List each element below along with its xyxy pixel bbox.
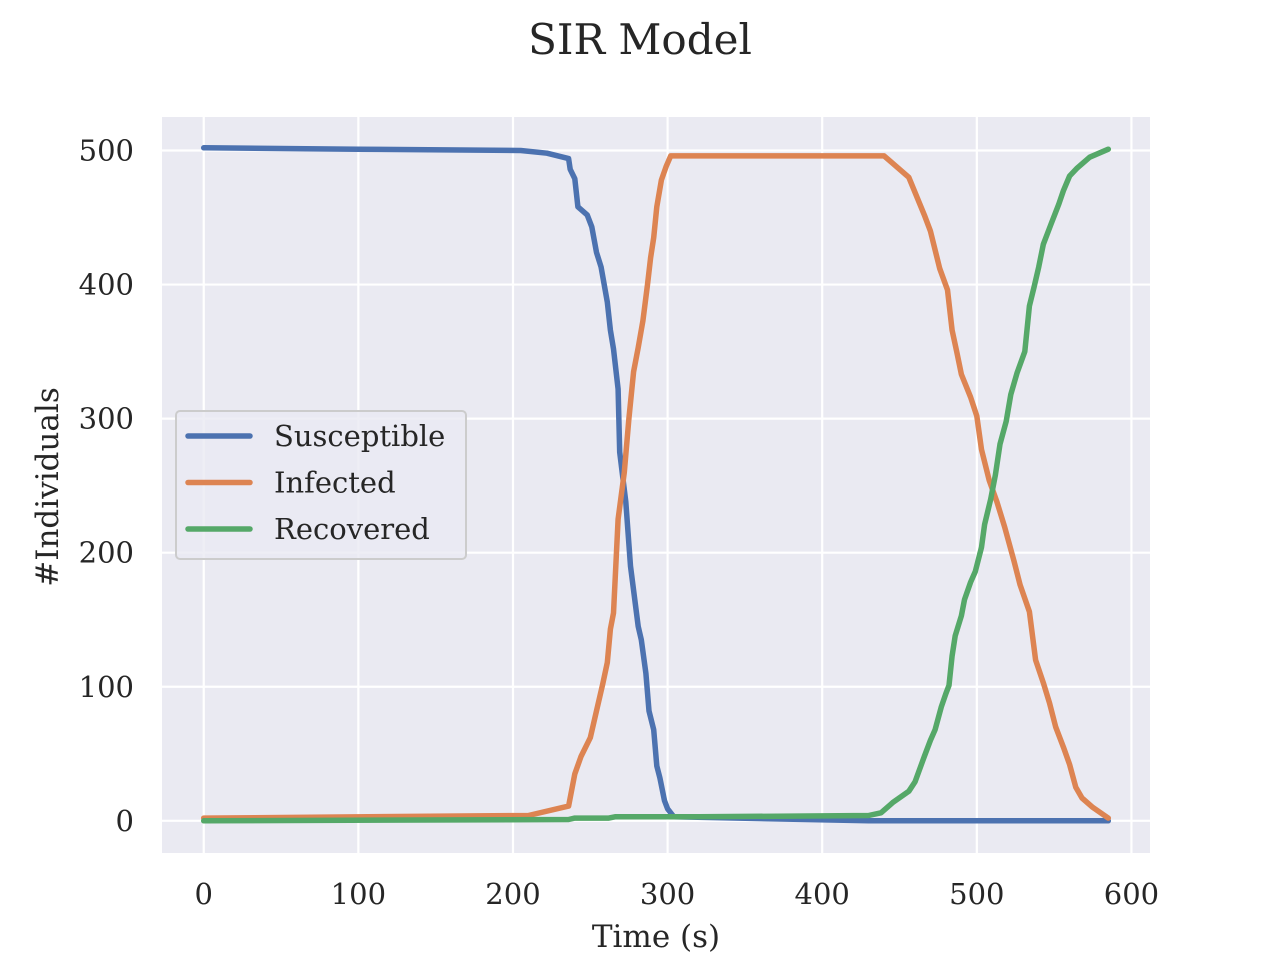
chart-title: SIR Model bbox=[528, 15, 752, 64]
y-tick-label: 0 bbox=[116, 804, 134, 838]
x-tick-label: 400 bbox=[795, 877, 850, 911]
legend-entries: Susceptible Infected Recovered bbox=[185, 419, 445, 546]
series-line-recovered bbox=[200, 146, 1112, 824]
y-tick-label: 400 bbox=[79, 268, 134, 302]
legend-label-infected: Infected bbox=[274, 466, 396, 500]
y-tick-label: 500 bbox=[79, 134, 134, 168]
x-tick-label: 300 bbox=[640, 877, 695, 911]
x-tick-label: 600 bbox=[1104, 877, 1159, 911]
y-axis-ticks: 0 100 200 300 400 500 bbox=[79, 134, 134, 838]
legend-label-susceptible: Susceptible bbox=[274, 419, 445, 453]
x-axis-label: Time (s) bbox=[592, 919, 720, 955]
x-tick-label: 0 bbox=[195, 877, 213, 911]
series-line-infected bbox=[200, 153, 1112, 821]
legend: Susceptible Infected Recovered bbox=[175, 410, 467, 560]
y-tick-label: 100 bbox=[79, 670, 134, 704]
legend-box bbox=[175, 410, 467, 560]
series-line-susceptible bbox=[200, 145, 1112, 824]
x-tick-label: 200 bbox=[485, 877, 540, 911]
y-tick-label: 200 bbox=[79, 536, 134, 570]
x-axis-ticks: 0 100 200 300 400 500 600 bbox=[195, 877, 1160, 911]
y-tick-label: 300 bbox=[79, 402, 134, 436]
legend-label-recovered: Recovered bbox=[274, 512, 430, 546]
x-tick-label: 100 bbox=[331, 877, 386, 911]
y-axis-label: #Individuals bbox=[30, 387, 66, 587]
x-tick-label: 500 bbox=[949, 877, 1004, 911]
series-lines bbox=[200, 145, 1112, 824]
